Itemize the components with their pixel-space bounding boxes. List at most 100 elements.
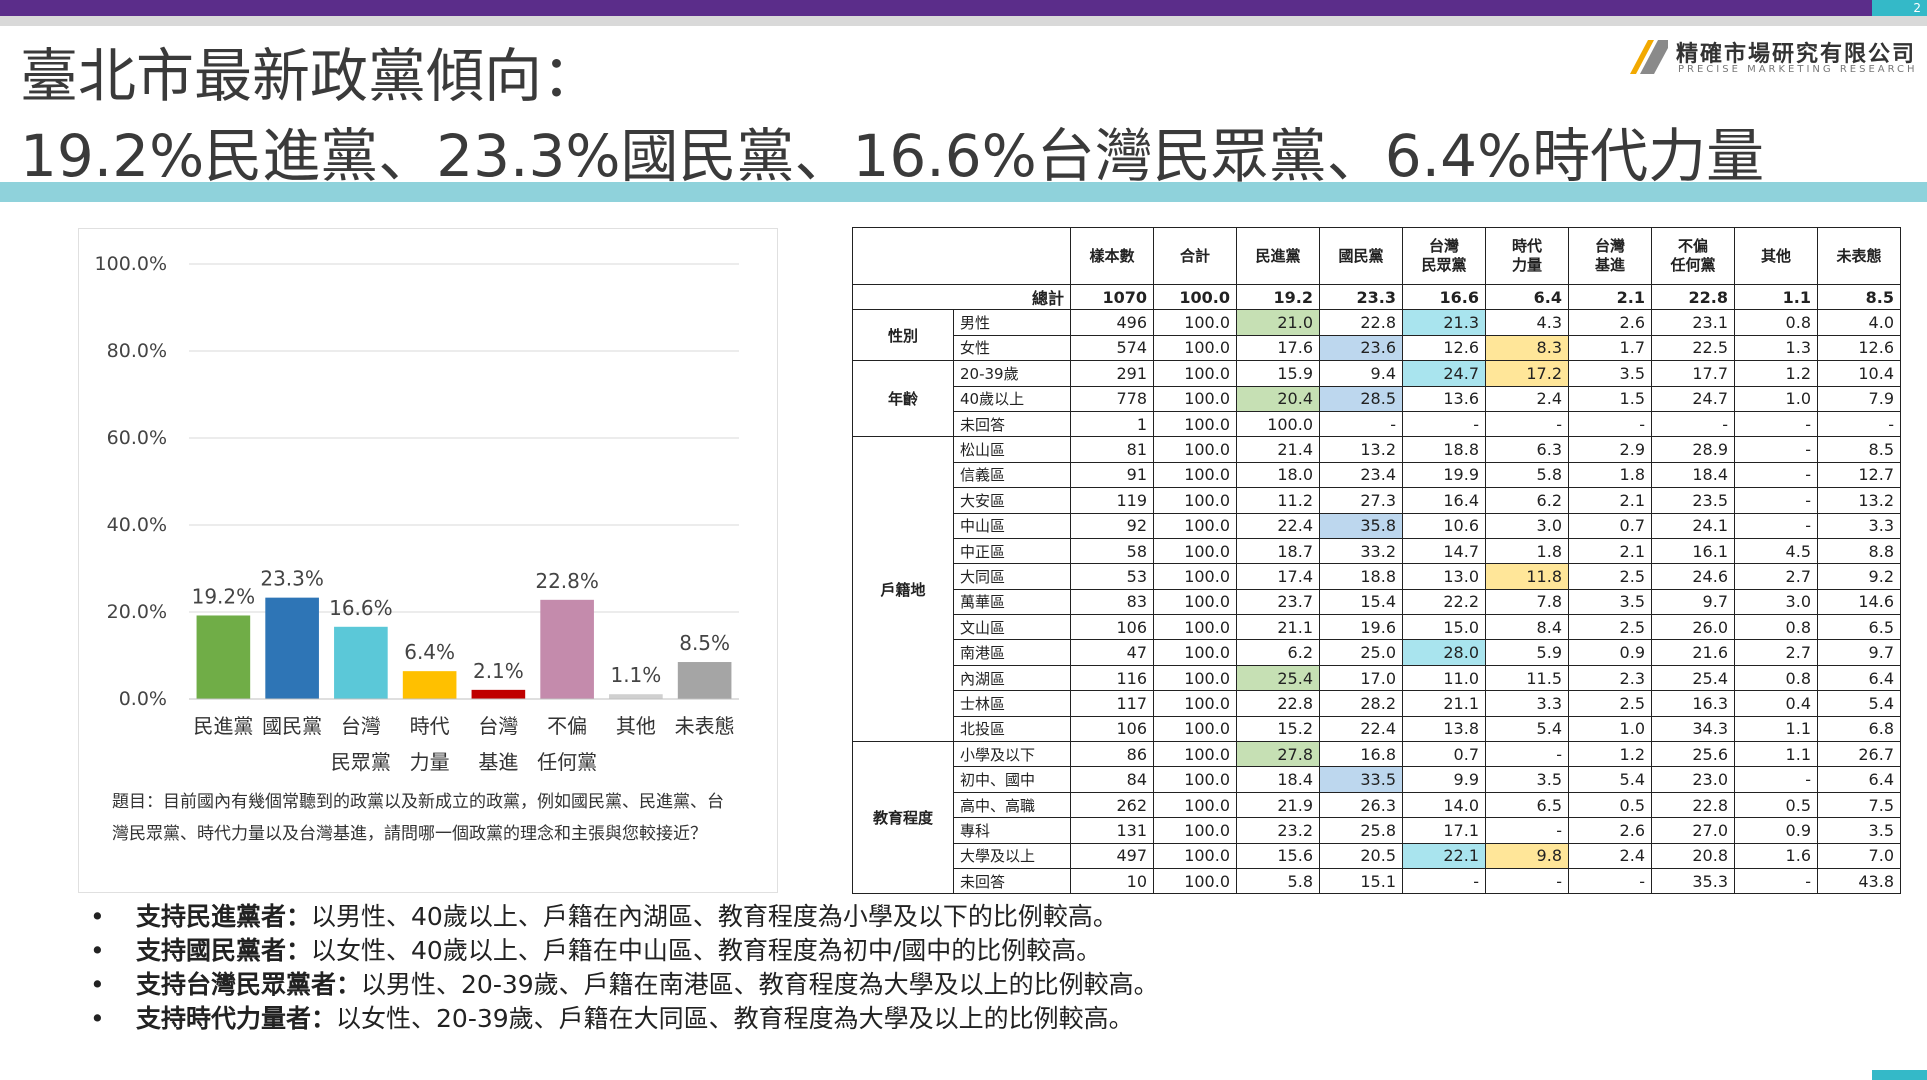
- table-cell: 6.4: [1817, 766, 1901, 793]
- logo-name-cn: 精確市場研究有限公司: [1676, 42, 1917, 67]
- bar-chart: 0.0% 20.0% 40.0% 60.0% 80.0% 100.0% 19.2% 民進黨 23…: [95, 253, 739, 774]
- table-cell: 1070: [1070, 283, 1154, 311]
- table-cell: 6.8: [1817, 715, 1901, 743]
- table-cell: 0.5: [1568, 791, 1652, 819]
- table-cell: 0.8: [1734, 614, 1818, 641]
- table-row: 南港區 47 100.0 6.2 25.0 28.0 5.9 0.9 21.6 2.7 9.7: [853, 639, 1901, 666]
- table-cell: 91: [1070, 461, 1154, 489]
- finding-item: 支持國民黨者：以女性、40歲以上、戶籍在中山區、教育程度為初中/國中的比例較高。: [90, 934, 1159, 968]
- table-row-label: 中正區: [953, 537, 1071, 565]
- table-cell: 1.3: [1734, 334, 1818, 362]
- table-cell: 17.2: [1485, 360, 1569, 387]
- table-cell: 6.2: [1236, 639, 1320, 666]
- finding-text: 以女性、40歲以上、戶籍在中山區、教育程度為初中/國中的比例較高。: [311, 936, 1102, 965]
- table-cell: 15.6: [1236, 842, 1320, 869]
- table-row-label: 專科: [953, 817, 1071, 844]
- survey-question: 題目：目前國內有幾個常聽到的政黨以及新成立的政黨，例如國民黨、民進黨、台灣民眾黨…: [112, 792, 724, 844]
- table-row-label: 松山區: [953, 436, 1071, 463]
- table-cell: 1.0: [1734, 385, 1818, 412]
- table-cell: 21.4: [1236, 436, 1320, 463]
- table-cell: 100.0: [1153, 664, 1237, 692]
- table-cell: 100.0: [1153, 715, 1237, 743]
- table-cell: 24.7: [1651, 385, 1735, 412]
- title-underline: [0, 182, 1927, 202]
- table-cell: 28.9: [1651, 436, 1735, 463]
- table-cell: 13.2: [1817, 487, 1901, 514]
- y-tick-label: 60.0%: [107, 427, 167, 449]
- bar: [609, 694, 663, 699]
- y-tick-label: 80.0%: [107, 340, 167, 362]
- table-cell: 1.5: [1568, 385, 1652, 412]
- table-cell: -: [1734, 867, 1818, 895]
- table-cell: 11.5: [1485, 664, 1569, 692]
- table-cell: 106: [1070, 614, 1154, 641]
- bar: [540, 599, 594, 699]
- x-category-label: 基進: [478, 750, 518, 774]
- logo-name-en: PRECISE MARKETING RESEARCH: [1678, 64, 1918, 75]
- table-row: 未回答 1 100.0 100.0- - - - - - -: [853, 410, 1901, 438]
- finding-item: 支持民進黨者：以男性、40歲以上、戶籍在內湖區、教育程度為小學及以下的比例較高。: [90, 900, 1159, 934]
- table-cell: 1.8: [1485, 537, 1569, 565]
- table-cell: 20.8: [1651, 842, 1735, 869]
- table-cell: 26.0: [1651, 614, 1735, 641]
- table-row: 信義區 91 100.0 18.0 23.4 19.9 5.8 1.8 18.4-12.7: [853, 461, 1901, 489]
- table-cell: 27.3: [1319, 487, 1403, 514]
- table-header-cell: 台灣 基進: [1568, 227, 1652, 285]
- table-cell: 34.3: [1651, 715, 1735, 743]
- table-cell: 23.2: [1236, 817, 1320, 844]
- table-header-corner: [852, 227, 1071, 285]
- table-cell: 117: [1070, 690, 1154, 717]
- x-category-label: 台灣: [478, 714, 518, 738]
- table-cell: 21.1: [1402, 690, 1486, 717]
- table-cell: 2.4: [1485, 385, 1569, 412]
- table-cell: 20.4: [1236, 385, 1320, 412]
- table-cell: 4.3: [1485, 309, 1569, 336]
- table-cell: 35.3: [1651, 867, 1735, 895]
- table-header-cell: 合計: [1153, 227, 1237, 285]
- table-cell: 22.5: [1651, 334, 1735, 362]
- table-cell: 15.1: [1319, 867, 1403, 895]
- table-cell: 24.7: [1402, 360, 1486, 387]
- x-category-label: 民眾黨: [331, 750, 391, 774]
- table-row: 大安區 119 100.0 11.2 27.3 16.4 6.2 2.1 23.5-13.2: [853, 487, 1901, 514]
- table-cell: 3.5: [1568, 588, 1652, 616]
- table-cell: 15.0: [1402, 614, 1486, 641]
- table-cell: 58: [1070, 537, 1154, 565]
- table-row: 初中、國中 84 100.0 18.4 33.5 9.9 3.5 5.4 23.0-6.4: [853, 766, 1901, 793]
- table-cell: 22.8: [1236, 690, 1320, 717]
- table-cell: 6.3: [1485, 436, 1569, 463]
- table-cell: -: [1319, 410, 1403, 438]
- finding-text: 以男性、40歲以上、戶籍在內湖區、教育程度為小學及以下的比例較高。: [311, 902, 1118, 931]
- table-cell: 0.7: [1402, 741, 1486, 768]
- table-cell: -: [1485, 867, 1569, 895]
- table-cell: 9.7: [1817, 639, 1901, 666]
- table-cell: 84: [1070, 766, 1154, 793]
- table-cell: -: [1651, 410, 1735, 438]
- table-cell: 24.6: [1651, 563, 1735, 590]
- table-cell: 100.0: [1153, 639, 1237, 666]
- table-cell: 35.8: [1319, 512, 1403, 539]
- table-row-label: 20-39歲: [953, 360, 1071, 387]
- table-cell: 100.0: [1153, 385, 1237, 412]
- table-row: 大學及以上 497 100.0 15.6 20.5 22.1 9.8 2.4 20.8 1.6 7.…: [853, 842, 1901, 869]
- table-cell: 3.3: [1817, 512, 1901, 539]
- table-cell: 25.6: [1651, 741, 1735, 768]
- table-header-cell: 台灣 民眾黨: [1402, 227, 1486, 285]
- table-cell: 2.7: [1734, 639, 1818, 666]
- top-accent-bar: [0, 0, 1927, 16]
- table-cell: 7.8: [1485, 588, 1569, 616]
- table-cell: 5.4: [1817, 690, 1901, 717]
- table-cell: 86: [1070, 741, 1154, 768]
- bar-value-label: 23.3%: [260, 567, 324, 591]
- bar: [265, 597, 319, 699]
- bar-value-label: 2.1%: [473, 659, 524, 683]
- finding-lead: 支持國民黨者：: [136, 936, 312, 965]
- table-cell: 2.3: [1568, 664, 1652, 692]
- crosstab-table: 樣本數 合計 民進黨 國民黨 台灣 民眾黨 時代 力量 台灣 基進 不偏 任何黨 其他 未表態 總計 1070…: [852, 227, 1901, 895]
- table-row-label: 信義區: [953, 461, 1071, 489]
- table-cell: 100.0: [1153, 741, 1237, 768]
- table-cell: 21.0: [1236, 309, 1320, 336]
- table-cell: 2.5: [1568, 563, 1652, 590]
- table-cell: 2.6: [1568, 309, 1652, 336]
- table-cell: 2.4: [1568, 842, 1652, 869]
